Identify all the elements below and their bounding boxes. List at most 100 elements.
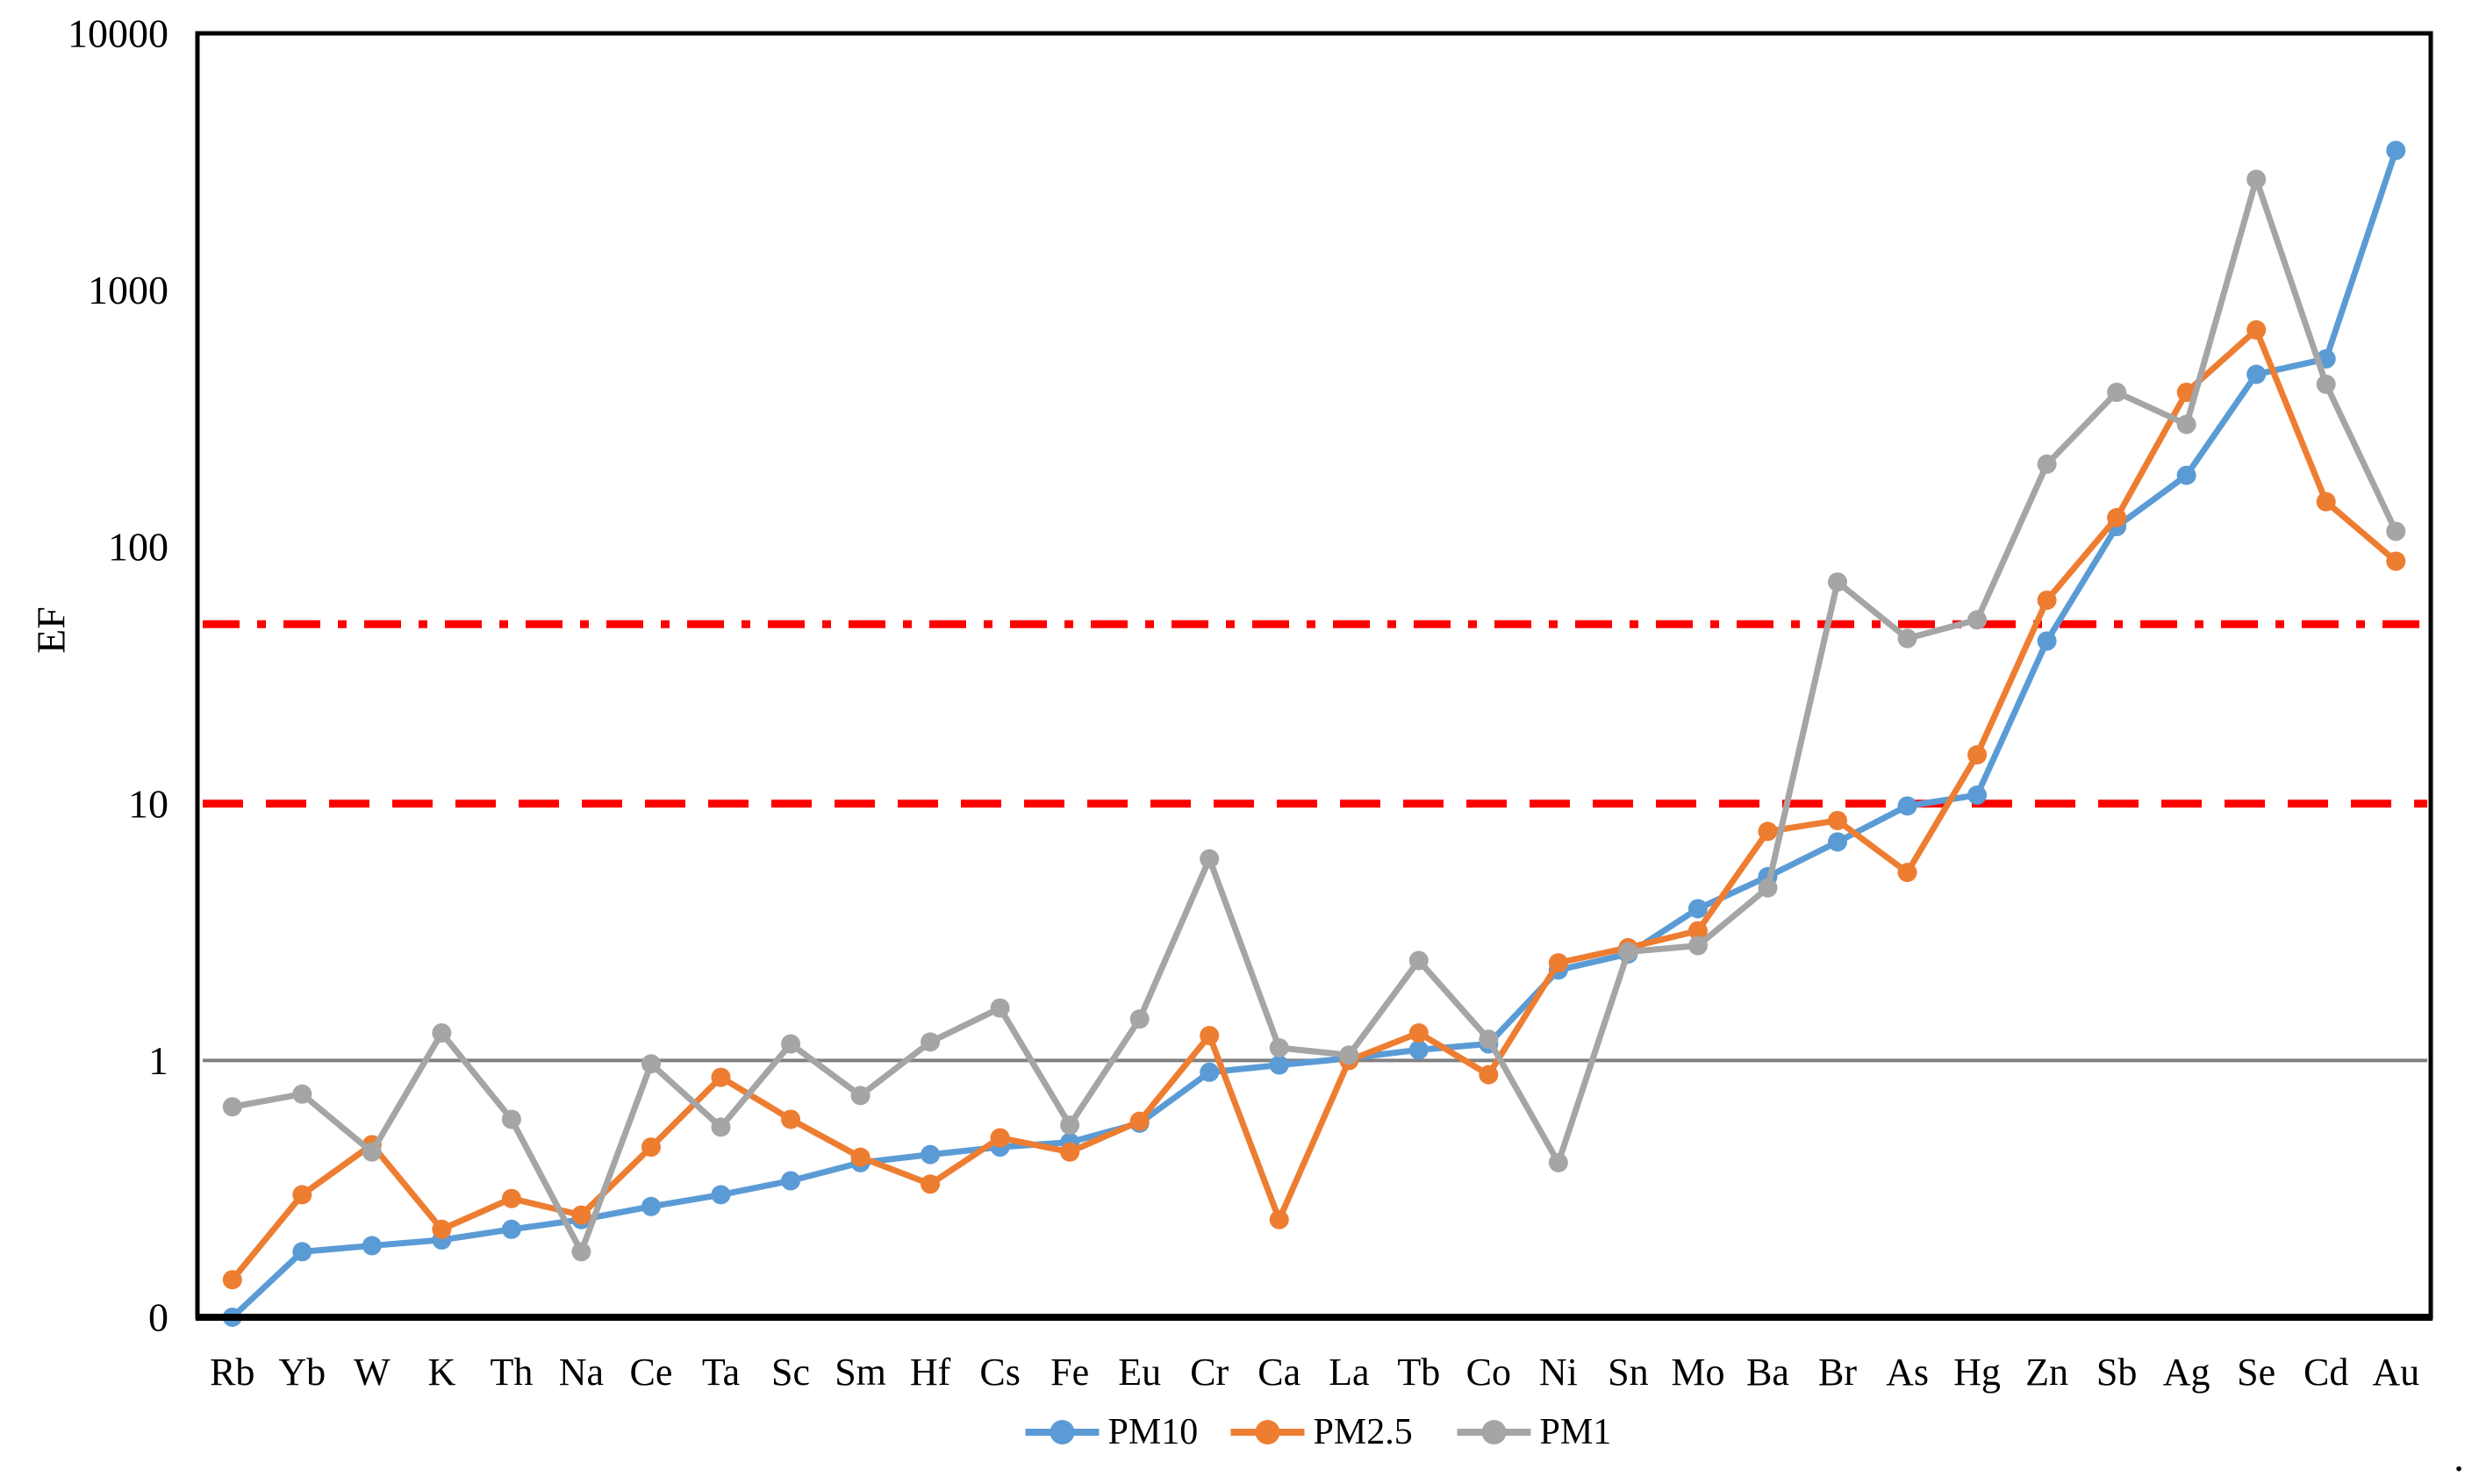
data-point-pm10-Yb (292, 1242, 312, 1262)
data-point-pm10-Cr (1200, 1062, 1220, 1082)
data-point-pm1-Fe (1060, 1115, 1080, 1136)
x-tick-label-Ce: Ce (630, 1351, 673, 1394)
data-point-pm1-Ag (2176, 414, 2196, 434)
data-point-pm2.5-Tb (1408, 1023, 1429, 1043)
data-point-pm10-Hf (921, 1144, 941, 1165)
data-point-pm2.5-Cd (2316, 491, 2336, 512)
data-point-pm2.5-Sb (2107, 507, 2127, 527)
data-point-pm2.5-Ca (1269, 1209, 1289, 1229)
data-point-pm1-Mo (1687, 936, 1708, 956)
data-point-pm2.5-Sm (850, 1147, 871, 1167)
data-point-pm10-Ce (641, 1196, 661, 1216)
x-tick-label-Sn: Sn (1608, 1351, 1648, 1394)
data-point-pm2.5-K (432, 1219, 452, 1239)
data-point-pm2.5-Rb (222, 1270, 242, 1290)
series-line-pm2.5 (229, 326, 2399, 1283)
x-tick-label-Mo: Mo (1671, 1351, 1724, 1394)
x-tick-label-Ni: Ni (1539, 1351, 1578, 1394)
x-tick-label-Fe: Fe (1050, 1351, 1089, 1394)
data-point-pm1-Yb (292, 1084, 312, 1104)
x-tick-label-Co: Co (1466, 1351, 1511, 1394)
data-point-pm10-Ca (1269, 1055, 1289, 1075)
legend-item-pm10: PM10 (1025, 1412, 1199, 1452)
x-tick-label-Rb: Rb (210, 1351, 254, 1394)
x-tick-label-Cr: Cr (1190, 1351, 1229, 1394)
x-tick-label-Sb: Sb (2096, 1351, 2137, 1394)
data-point-pm2.5-Ta (711, 1067, 731, 1087)
data-point-pm10-Th (501, 1219, 521, 1239)
legend-label-pm10: PM10 (1108, 1412, 1199, 1452)
x-tick-label-Tb: Tb (1397, 1351, 1440, 1394)
data-point-pm1-K (432, 1023, 452, 1043)
data-point-pm2.5-Br (1827, 810, 1847, 830)
data-point-pm2.5-Cs (990, 1128, 1010, 1148)
x-tick-label-Hf: Hf (910, 1351, 951, 1394)
x-tick-label-Sc: Sc (771, 1351, 810, 1394)
data-point-pm1-Ba (1758, 878, 1778, 898)
data-point-pm10-Se (2246, 364, 2267, 384)
x-tick-label-Cs: Cs (979, 1351, 1020, 1394)
x-tick-label-Se: Se (2237, 1351, 2275, 1394)
data-point-pm1-Hg (1967, 610, 1988, 630)
x-axis-category-labels: Rb Yb W K Th Na Ce Ta Sc Sm Hf Cs Fe Eu Cr Ca La Tb Co Ni Sn… (210, 1351, 2419, 1394)
data-point-pm2.5-Sc (781, 1109, 801, 1129)
data-point-pm2.5-Na (571, 1205, 591, 1225)
data-point-pm2.5-Hg (1967, 745, 1988, 765)
data-point-pm10-Sc (781, 1171, 801, 1191)
data-point-pm10-Zn (2037, 631, 2057, 651)
legend-marker-icon-pm10 (1050, 1420, 1075, 1445)
y-tick-label-100: 100 (108, 525, 168, 570)
legend: PM10 PM2.5 PM1 (1025, 1412, 1612, 1452)
x-tick-label-Br: Br (1818, 1351, 1857, 1394)
legend-label-pm1: PM1 (1540, 1412, 1612, 1452)
x-tick-label-W: W (354, 1351, 391, 1394)
data-point-pm2.5-Eu (1129, 1111, 1150, 1131)
x-tick-label-Na: Na (559, 1351, 604, 1394)
legend-marker-icon-pm1 (1481, 1420, 1507, 1445)
data-point-pm10-Tb (1408, 1040, 1429, 1060)
data-point-pm2.5-Ce (641, 1137, 661, 1158)
y-tick-label-1000: 1000 (88, 268, 168, 312)
data-point-pm1-Sc (781, 1034, 801, 1054)
data-point-pm10-Hg (1967, 785, 1988, 806)
data-point-pm2.5-Hf (921, 1174, 941, 1194)
data-point-pm1-Sm (850, 1086, 871, 1106)
data-point-pm10-W (362, 1236, 382, 1256)
data-point-pm2.5-Zn (2037, 590, 2057, 610)
data-point-pm1-Ce (641, 1054, 661, 1074)
data-point-pm2.5-Th (501, 1188, 521, 1208)
data-point-pm1-Zn (2037, 454, 2057, 474)
data-point-pm1-Cs (990, 998, 1010, 1018)
data-point-pm1-Th (501, 1109, 521, 1129)
x-tick-label-K: K (427, 1351, 455, 1394)
data-point-pm2.5-As (1897, 863, 1917, 883)
y-tick-label-10000: 10000 (68, 11, 168, 56)
data-point-pm1-Co (1479, 1029, 1499, 1050)
data-point-pm10-As (1897, 796, 1917, 816)
data-point-pm1-Eu (1129, 1009, 1150, 1029)
data-point-pm2.5-Cr (1200, 1026, 1220, 1046)
x-tick-label-Zn: Zn (2025, 1351, 2068, 1394)
y-tick-label-1: 1 (148, 1038, 168, 1083)
data-point-pm1-Br (1827, 572, 1847, 592)
data-point-pm1-Ni (1548, 1152, 1568, 1172)
series-markers-pm1 (222, 169, 2406, 1262)
stray-period-dot: . (2454, 1434, 2464, 1480)
x-tick-label-Au: Au (2372, 1351, 2419, 1394)
data-point-pm2.5-Au (2386, 551, 2406, 571)
series-markers-pm2.5 (222, 319, 2406, 1290)
data-point-pm1-Ca (1269, 1037, 1289, 1057)
legend-label-pm2.5: PM2.5 (1314, 1412, 1413, 1452)
data-point-pm1-Ta (711, 1117, 731, 1137)
legend-marker-icon-pm2.5 (1255, 1420, 1280, 1445)
series-markers-pm10 (222, 140, 2406, 1327)
y-tick-label-0: 0 (148, 1295, 168, 1340)
data-point-pm1-La (1339, 1045, 1359, 1065)
data-point-pm1-Tb (1408, 950, 1429, 971)
x-tick-label-Ca: Ca (1257, 1351, 1300, 1394)
data-point-pm2.5-Se (2246, 319, 2267, 340)
x-tick-label-As: As (1886, 1351, 1929, 1394)
data-point-pm1-Sb (2107, 383, 2127, 403)
